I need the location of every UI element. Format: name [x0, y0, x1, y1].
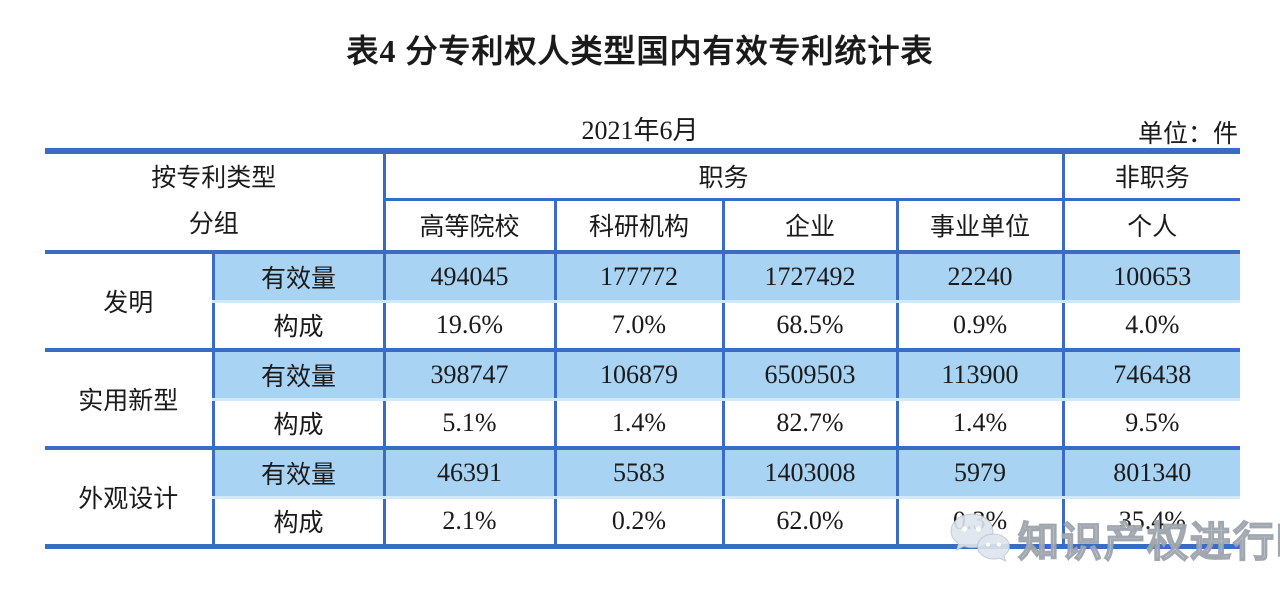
metric-label-count: 有效量: [211, 446, 385, 499]
cell-value: 6509503: [721, 348, 898, 401]
row-label-design: 外观设计: [45, 446, 213, 546]
metric-label-share: 构成: [211, 497, 385, 546]
cell-value: 746438: [1061, 348, 1241, 401]
cell-value: 494045: [382, 252, 556, 303]
metric-label-count: 有效量: [211, 348, 385, 401]
period-label: 2021年6月: [581, 116, 699, 145]
row-label-utility-model: 实用新型: [45, 348, 213, 448]
cell-value: 46391: [382, 446, 556, 499]
cell-value: 9.5%: [1061, 399, 1241, 448]
cell-value: 5979: [895, 446, 1064, 499]
cell-value: 62.0%: [721, 497, 898, 546]
group-header-line2: 分组: [188, 211, 239, 238]
cell-value: 2.1%: [382, 497, 556, 546]
metric-label-share: 构成: [211, 301, 385, 350]
cell-value: 0.2%: [553, 497, 724, 546]
col-header-universities: 高等院校: [382, 199, 556, 254]
cell-value: 22240: [895, 252, 1064, 303]
metric-label-share: 构成: [211, 399, 385, 448]
cell-value: 4.0%: [1061, 301, 1241, 350]
metric-label-count: 有效量: [211, 252, 385, 303]
cell-value: 801340: [1061, 446, 1241, 499]
col-header-research-institutes: 科研机构: [553, 199, 724, 254]
cell-value: 177772: [553, 252, 724, 303]
cell-value: 7.0%: [553, 301, 724, 350]
cell-value: 106879: [553, 348, 724, 401]
row-label-invention: 发明: [45, 252, 213, 350]
table-title: 表4 分专利权人类型国内有效专利统计表: [346, 33, 934, 69]
cell-value: 113900: [895, 348, 1064, 401]
col-header-public-institutions: 事业单位: [895, 199, 1064, 254]
col-header-individual: 个人: [1061, 199, 1241, 254]
cell-value: 100653: [1061, 252, 1241, 303]
cell-value: 82.7%: [721, 399, 898, 448]
patent-stats-table: 按专利类型 分组 职务 非职务 高等院校 科研机构 企业 事业单位 个人 发明 …: [45, 148, 1241, 549]
cell-value: 5.1%: [382, 399, 556, 448]
cell-value: 0.9%: [895, 301, 1064, 350]
cell-value: 0.3%: [895, 497, 1064, 546]
group-header-line1: 按专利类型: [151, 164, 277, 192]
cell-value: 1.4%: [895, 399, 1064, 448]
cell-value: 398747: [382, 348, 556, 401]
col-group-service: 职务: [382, 151, 1064, 201]
unit-label: 单位：件: [1137, 121, 1238, 148]
cell-value: 1.4%: [553, 399, 724, 448]
col-group-non-service: 非职务: [1061, 151, 1241, 201]
cell-value: 35.4%: [1061, 497, 1241, 546]
cell-value: 1727492: [721, 252, 898, 303]
group-header-cell: 按专利类型 分组: [45, 151, 385, 254]
cell-value: 68.5%: [721, 301, 898, 350]
cell-value: 5583: [553, 446, 724, 499]
col-header-enterprises: 企业: [721, 199, 898, 254]
cell-value: 19.6%: [382, 301, 556, 350]
cell-value: 1403008: [721, 446, 898, 499]
